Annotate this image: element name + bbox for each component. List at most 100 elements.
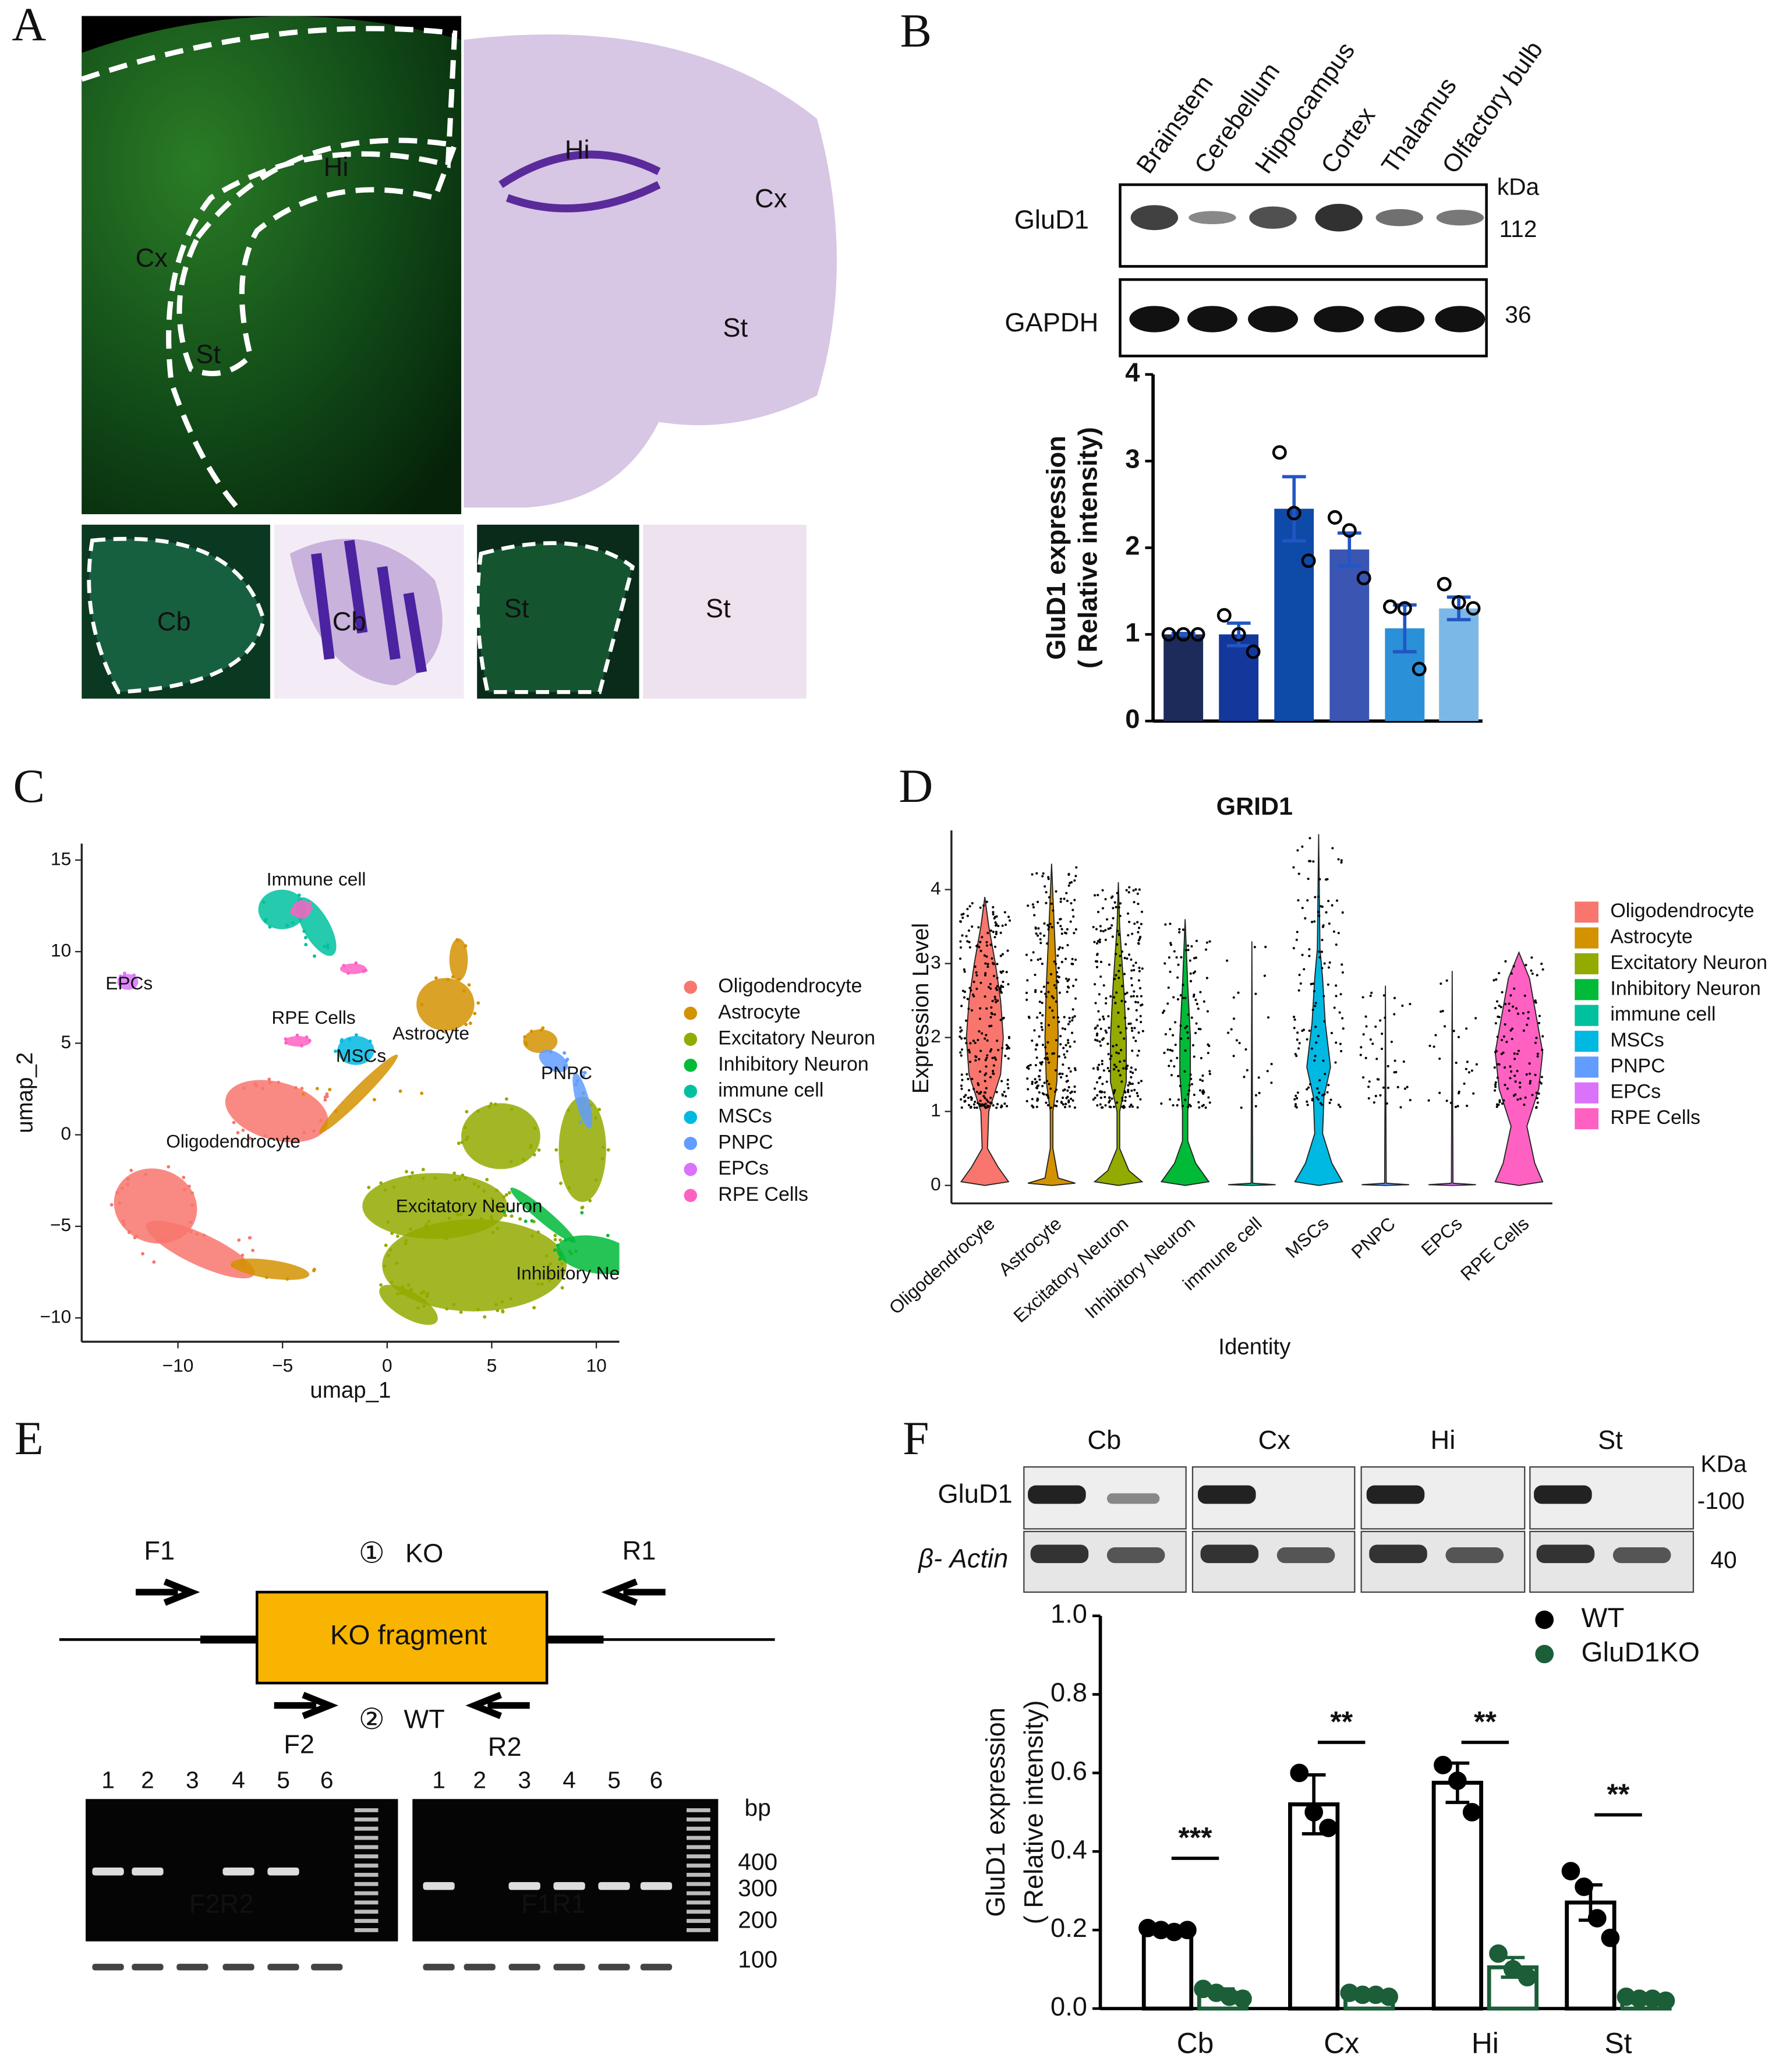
jitter-dot	[1006, 949, 1009, 952]
jitter-dot	[963, 1037, 966, 1040]
y-axis-label: GluD1 expression	[1041, 436, 1071, 660]
jitter-dot	[1053, 960, 1056, 963]
jitter-dot	[1045, 891, 1048, 894]
jitter-dot	[1202, 1000, 1205, 1003]
jitter-dot	[1127, 1088, 1130, 1091]
jitter-dot	[1377, 1078, 1380, 1081]
gel-band	[598, 1882, 630, 1890]
jitter-dot	[1434, 1034, 1437, 1037]
jitter-dot	[1335, 943, 1338, 946]
legend-marker	[684, 1189, 698, 1203]
jitter-dot	[1513, 1058, 1516, 1060]
jitter-dot	[1002, 970, 1005, 973]
jitter-dot	[1069, 1091, 1072, 1094]
jitter-dot	[959, 920, 962, 923]
jitter-dot	[993, 995, 996, 998]
ladder-band	[687, 1928, 710, 1932]
jitter-dot	[1510, 1070, 1513, 1073]
jitter-dot	[1409, 1099, 1412, 1102]
jitter-dot	[1333, 1006, 1336, 1009]
jitter-dot	[1037, 1084, 1039, 1087]
cell-dot	[518, 1217, 522, 1221]
x-tick-label: PNPC	[1347, 1213, 1399, 1263]
jitter-dot	[1035, 1105, 1038, 1108]
jitter-dot	[1126, 957, 1129, 960]
jitter-dot	[1536, 1101, 1539, 1104]
cell-dot	[420, 1091, 424, 1095]
gel-band	[508, 1882, 540, 1890]
jitter-dot	[1367, 1085, 1370, 1088]
jitter-dot	[961, 916, 964, 920]
jitter-dot	[1074, 997, 1077, 1000]
jitter-dot	[1099, 1103, 1102, 1106]
jitter-dot	[963, 968, 965, 971]
cell-dot	[372, 1098, 376, 1102]
jitter-dot	[1039, 957, 1042, 960]
cell-dot	[383, 1188, 387, 1192]
jitter-dot	[1298, 974, 1301, 977]
cell-dot	[268, 1081, 272, 1085]
jitter-dot	[1325, 878, 1328, 881]
jitter-dot	[1068, 1105, 1071, 1108]
cell-dot	[482, 1189, 486, 1193]
band	[1276, 1547, 1335, 1564]
panel-label: B	[900, 4, 932, 57]
data-point	[1561, 1862, 1580, 1880]
jitter-dot	[1169, 942, 1172, 945]
cell-dot	[556, 1243, 560, 1247]
jitter-dot	[1522, 1029, 1525, 1032]
jitter-dot	[1207, 1096, 1210, 1099]
jitter-dot	[1164, 923, 1167, 926]
jitter-dot	[961, 1048, 964, 1051]
jitter-dot	[999, 1019, 1002, 1021]
cell-dot	[464, 944, 468, 948]
band	[1249, 206, 1297, 229]
ladder-band	[354, 1826, 379, 1831]
jitter-dot	[989, 982, 992, 985]
jitter-dot	[1253, 946, 1256, 949]
jitter-dot	[1055, 1000, 1058, 1003]
jitter-dot	[1001, 1093, 1004, 1096]
x-tick-label: 10	[586, 1355, 606, 1376]
cell-dot	[263, 1134, 267, 1138]
jitter-dot	[1295, 1094, 1297, 1097]
jitter-dot	[1035, 1044, 1038, 1046]
cell-dot	[485, 1178, 489, 1182]
band	[1374, 306, 1425, 333]
jitter-dot	[1499, 1006, 1502, 1009]
jitter-dot	[967, 1097, 970, 1099]
jitter-dot	[1042, 985, 1045, 988]
data-point	[1451, 595, 1466, 610]
jitter-dot	[1493, 1066, 1496, 1069]
jitter-dot	[1176, 976, 1179, 979]
jitter-dot	[1498, 1099, 1501, 1102]
jitter-dot	[990, 1048, 993, 1051]
jitter-dot	[1054, 1069, 1057, 1072]
jitter-dot	[1201, 1079, 1204, 1082]
jitter-dot	[992, 911, 995, 914]
cell-dot	[304, 943, 308, 947]
jitter-dot	[1096, 1094, 1099, 1097]
jitter-dot	[1338, 1011, 1341, 1014]
jitter-dot	[990, 1024, 993, 1027]
cell-dot	[455, 938, 459, 942]
data-point	[1356, 571, 1371, 586]
x-tick-label: Cx	[1324, 2027, 1359, 2060]
cell-dot	[532, 1306, 536, 1310]
cell-dot	[404, 1239, 408, 1243]
jitter-dot	[964, 1019, 968, 1022]
jitter-dot	[968, 946, 971, 949]
jitter-dot	[1322, 924, 1325, 927]
jitter-dot	[981, 1032, 984, 1035]
jitter-dot	[1134, 1068, 1137, 1071]
jitter-dot	[982, 904, 985, 907]
cell-dot	[122, 1222, 126, 1226]
jitter-dot	[1227, 1031, 1230, 1034]
cell-dot	[434, 976, 438, 980]
jitter-dot	[1069, 1020, 1071, 1023]
jitter-dot	[1335, 995, 1338, 998]
jitter-dot	[1306, 1100, 1308, 1103]
jitter-dot	[1173, 950, 1176, 953]
jitter-dot	[1428, 1044, 1431, 1047]
jitter-dot	[1047, 928, 1050, 931]
